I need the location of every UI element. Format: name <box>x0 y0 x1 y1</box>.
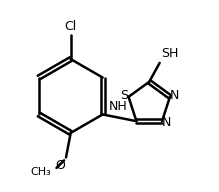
Text: S: S <box>120 89 128 102</box>
Text: Cl: Cl <box>65 20 77 33</box>
Text: O: O <box>55 159 65 172</box>
Text: N: N <box>170 89 179 102</box>
Text: CH₃: CH₃ <box>30 167 51 177</box>
Text: SH: SH <box>162 47 179 60</box>
Text: NH: NH <box>109 100 127 113</box>
Text: N: N <box>161 116 171 129</box>
